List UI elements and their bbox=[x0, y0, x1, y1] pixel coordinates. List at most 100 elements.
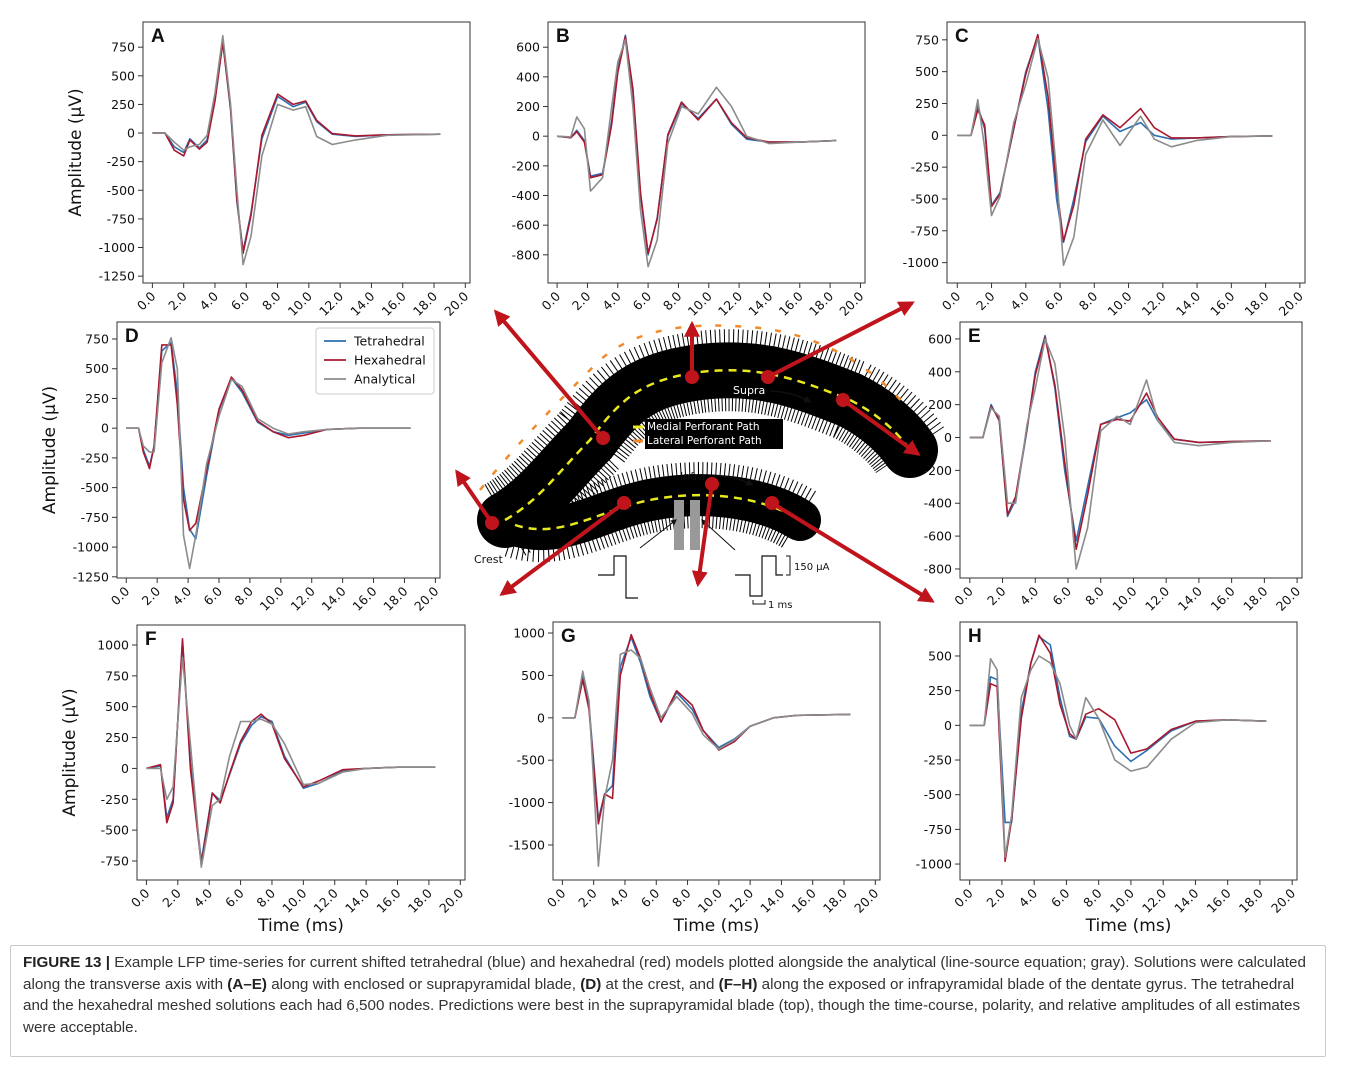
y-tick-label: -1000 bbox=[73, 540, 109, 555]
site bbox=[617, 496, 631, 510]
legend-label: Analytical bbox=[354, 372, 415, 387]
x-tick-label: 2.0 bbox=[575, 885, 600, 910]
x-tick-label: 20.0 bbox=[436, 885, 466, 915]
site bbox=[685, 370, 699, 384]
x-tick-label: 16.0 bbox=[1207, 583, 1237, 613]
plot-frame bbox=[548, 22, 865, 283]
x-tick-label: 6.0 bbox=[1049, 583, 1074, 608]
y-tick-label: 0 bbox=[931, 128, 939, 143]
caption: FIGURE 13 | Example LFP time-series for … bbox=[10, 945, 1326, 1057]
y-tick-label: -750 bbox=[81, 510, 109, 525]
x-tick-label: 10.0 bbox=[285, 288, 315, 318]
x-tick-label: 8.0 bbox=[253, 885, 278, 910]
caption-label: FIGURE 13 | bbox=[23, 954, 110, 971]
x-tick-label: 6.0 bbox=[1048, 885, 1073, 910]
arrow bbox=[772, 503, 932, 601]
electrode bbox=[674, 500, 684, 550]
x-tick-label: 12.0 bbox=[1139, 885, 1169, 915]
x-tick-label: 8.0 bbox=[1080, 885, 1105, 910]
y-tick-label: 250 bbox=[928, 683, 952, 698]
x-tick-label: 16.0 bbox=[373, 885, 403, 915]
y-tick-label: -250 bbox=[81, 450, 109, 465]
site bbox=[485, 516, 499, 530]
legend-text: Medial Perforant Path bbox=[647, 421, 760, 433]
x-tick-label: 18.0 bbox=[1241, 288, 1271, 318]
x-tick-label: 10.0 bbox=[685, 288, 715, 318]
plot-frame bbox=[137, 625, 465, 880]
series-line bbox=[152, 43, 440, 254]
x-tick-label: 20.0 bbox=[1268, 885, 1298, 915]
y-tick-label: -800 bbox=[924, 561, 952, 576]
y-tick-label: -500 bbox=[81, 480, 109, 495]
x-tick-label: 8.0 bbox=[669, 885, 694, 910]
y-tick-label: 500 bbox=[915, 64, 939, 79]
caption-ref: (A–E) bbox=[227, 976, 267, 993]
y-tick-label: -250 bbox=[911, 160, 939, 175]
x-tick-label: 10.0 bbox=[257, 583, 287, 613]
x-tick-label: 8.0 bbox=[231, 583, 256, 608]
x-axis-label: Time (ms) bbox=[257, 916, 344, 936]
x-tick-label: 4.0 bbox=[599, 288, 624, 313]
x-tick-label: 16.0 bbox=[379, 288, 409, 318]
y-tick-label: -1000 bbox=[903, 255, 939, 270]
panel-label: H bbox=[968, 626, 982, 647]
series-line bbox=[146, 639, 435, 865]
x-tick-label: 0.0 bbox=[134, 288, 159, 313]
caption-text: along with enclosed or suprapyramidal bl… bbox=[267, 976, 580, 993]
y-tick-label: -1250 bbox=[73, 569, 109, 584]
amplitude-label: 150 µA bbox=[794, 562, 830, 573]
panel-label: B bbox=[556, 26, 570, 47]
x-tick-label: 6.0 bbox=[630, 288, 655, 313]
x-tick-label: 0.0 bbox=[539, 288, 564, 313]
crest-label: Crest bbox=[474, 553, 503, 566]
y-tick-label: -200 bbox=[512, 158, 540, 173]
y-tick-label: -750 bbox=[911, 223, 939, 238]
y-tick-label: -250 bbox=[924, 753, 952, 768]
y-tick-label: 200 bbox=[516, 99, 540, 114]
plot-frame bbox=[553, 622, 880, 880]
y-tick-label: 0 bbox=[944, 718, 952, 733]
pulse bbox=[598, 556, 638, 598]
x-tick-label: 14.0 bbox=[1173, 288, 1203, 318]
x-tick-label: 6.0 bbox=[222, 885, 247, 910]
pulse bbox=[735, 556, 783, 596]
panel-label: C bbox=[955, 26, 969, 47]
y-tick-label: 1000 bbox=[513, 626, 545, 641]
y-tick-label: -500 bbox=[517, 753, 545, 768]
x-tick-label: 20.0 bbox=[1276, 288, 1306, 318]
y-tick-label: -500 bbox=[107, 183, 135, 198]
y-tick-label: -250 bbox=[107, 154, 135, 169]
y-tick-label: -1500 bbox=[509, 837, 545, 852]
y-tick-label: -200 bbox=[924, 463, 952, 478]
x-tick-label: 4.0 bbox=[1017, 583, 1042, 608]
series-line bbox=[152, 36, 440, 265]
plot-frame bbox=[143, 22, 470, 283]
x-tick-label: 8.0 bbox=[1076, 288, 1101, 313]
panel: 6004002000-200-400-600-8000.02.04.06.08.… bbox=[512, 22, 867, 319]
x-tick-label: 2.0 bbox=[984, 583, 1009, 608]
plot-frame bbox=[960, 622, 1297, 880]
y-tick-label: 750 bbox=[915, 32, 939, 47]
series-line bbox=[557, 40, 836, 267]
y-tick-label: -400 bbox=[924, 496, 952, 511]
pulse-arrow bbox=[640, 520, 676, 548]
x-tick-label: 14.0 bbox=[318, 583, 348, 613]
x-tick-label: 14.0 bbox=[342, 885, 372, 915]
y-tick-label: -400 bbox=[512, 188, 540, 203]
x-tick-label: 2.0 bbox=[569, 288, 594, 313]
x-tick-label: 0.0 bbox=[951, 885, 976, 910]
y-axis-label: Amplitude (µV) bbox=[60, 688, 80, 816]
supra-label: Supra bbox=[733, 384, 765, 397]
x-tick-label: 6.0 bbox=[638, 885, 663, 910]
series-line bbox=[957, 39, 1272, 266]
x-tick-label: 12.0 bbox=[726, 885, 756, 915]
y-tick-label: 0 bbox=[101, 421, 109, 436]
figure: Medial Perforant Path Lateral Perforant … bbox=[0, 0, 1358, 940]
x-tick-label: 2.0 bbox=[983, 885, 1008, 910]
series-line bbox=[970, 339, 1271, 569]
panel-label: D bbox=[125, 326, 139, 347]
x-tick-label: 20.0 bbox=[1273, 583, 1303, 613]
y-tick-label: 250 bbox=[105, 730, 129, 745]
y-tick-label: -750 bbox=[107, 211, 135, 226]
